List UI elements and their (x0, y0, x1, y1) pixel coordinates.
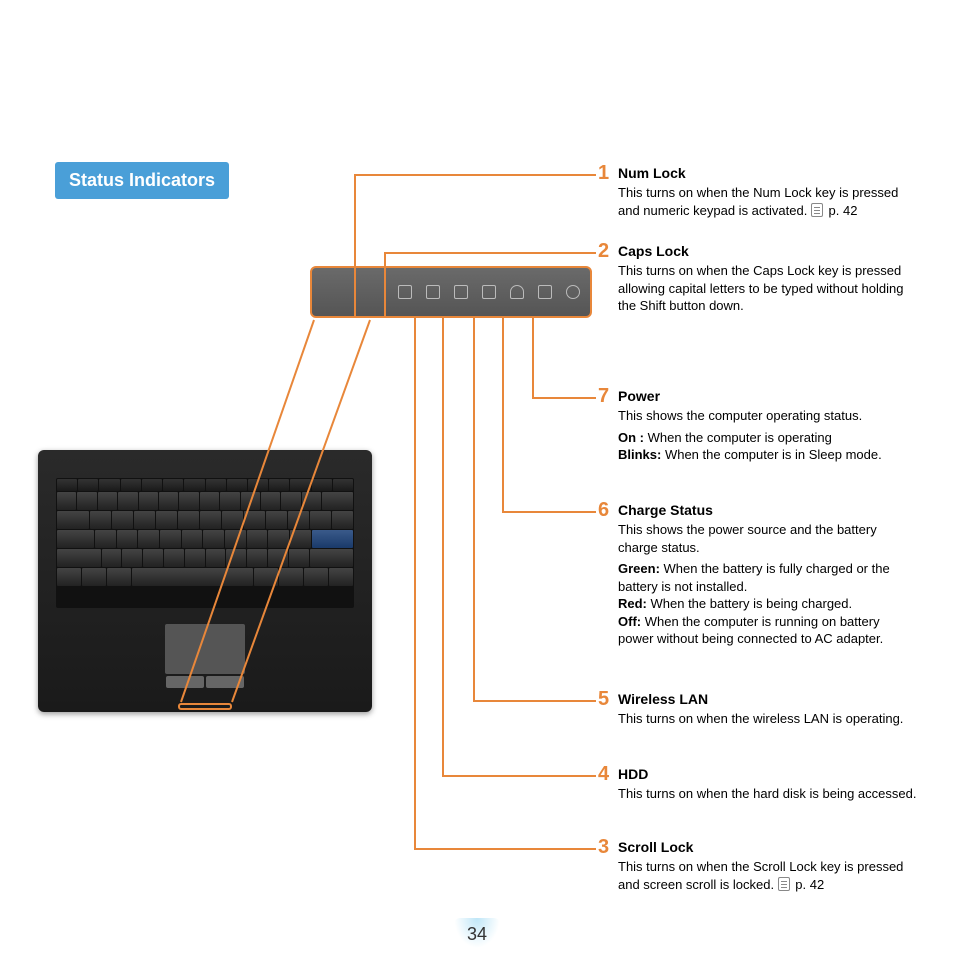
page-ref-icon (778, 877, 790, 891)
page-number: 34 (454, 918, 500, 948)
indicator-number: 4 (598, 763, 609, 786)
section-title: Status Indicators (55, 162, 229, 199)
indicator-title: Wireless LAN (618, 691, 918, 707)
laptop-illustration (38, 450, 372, 712)
indicator-number: 3 (598, 836, 609, 859)
indicator-body: This turns on when the Caps Lock key is … (618, 262, 918, 315)
hdd-icon (482, 285, 496, 299)
caps-lock-icon (426, 285, 440, 299)
indicator-item: 4HDDThis turns on when the hard disk is … (618, 766, 918, 803)
indicator-title: Power (618, 388, 918, 404)
power-icon (566, 285, 580, 299)
indicator-number: 1 (598, 162, 609, 185)
indicator-item: 2Caps LockThis turns on when the Caps Lo… (618, 243, 918, 315)
indicator-body: This shows the power source and the batt… (618, 521, 918, 648)
indicator-body: This turns on when the Scroll Lock key i… (618, 858, 918, 893)
num-lock-icon (398, 285, 412, 299)
indicator-item: 3Scroll LockThis turns on when the Scrol… (618, 839, 918, 893)
indicator-item: 5Wireless LANThis turns on when the wire… (618, 691, 918, 728)
indicator-strip-zoom (310, 266, 592, 318)
indicator-body: This turns on when the hard disk is bein… (618, 785, 918, 803)
page-ref-icon (811, 203, 823, 217)
indicator-item: 7PowerThis shows the computer operating … (618, 388, 918, 468)
indicator-item: 6Charge StatusThis shows the power sourc… (618, 502, 918, 652)
indicator-body: This shows the computer operating status… (618, 407, 918, 464)
indicator-title: HDD (618, 766, 918, 782)
charge-icon (538, 285, 552, 299)
indicator-number: 6 (598, 499, 609, 522)
laptop-keyboard (56, 478, 354, 608)
indicator-body: This turns on when the Num Lock key is p… (618, 184, 918, 219)
indicator-title: Caps Lock (618, 243, 918, 259)
laptop-touchpad (155, 624, 255, 694)
scroll-lock-icon (454, 285, 468, 299)
wireless-icon (510, 285, 524, 299)
indicator-number: 7 (598, 385, 609, 408)
indicator-title: Scroll Lock (618, 839, 918, 855)
indicator-item: 1Num LockThis turns on when the Num Lock… (618, 165, 918, 219)
indicator-title: Charge Status (618, 502, 918, 518)
indicator-title: Num Lock (618, 165, 918, 181)
indicator-number: 5 (598, 688, 609, 711)
led-bar-highlight (178, 703, 232, 710)
indicator-body: This turns on when the wireless LAN is o… (618, 710, 918, 728)
indicator-number: 2 (598, 240, 609, 263)
